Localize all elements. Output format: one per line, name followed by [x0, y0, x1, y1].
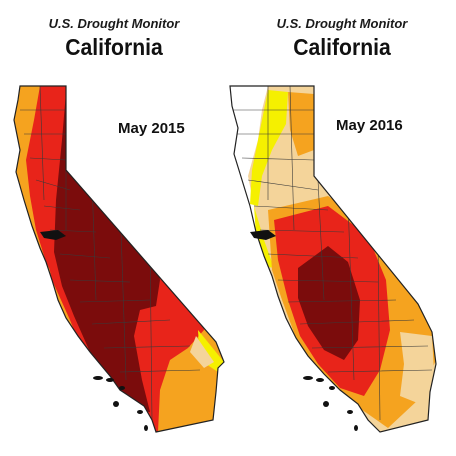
moderate-drought-area: [190, 336, 214, 368]
county-lines: [232, 86, 433, 421]
map-panel-2016: U.S. Drought Monitor California: [228, 0, 456, 456]
california-drought-map-2016: [229, 85, 437, 433]
map-title: California: [65, 34, 163, 60]
map-title: California: [293, 34, 391, 60]
state-outline: [229, 85, 437, 433]
map-subtitle: U.S. Drought Monitor: [48, 16, 180, 31]
abnormally-dry-area: [250, 90, 288, 206]
map-date: May 2016: [336, 117, 403, 134]
california-drought-map-2015: [13, 85, 225, 433]
state-outline: [13, 85, 225, 433]
map-date: May 2015: [118, 120, 185, 137]
bay-area-water: [40, 230, 66, 240]
bay-area-water: [250, 230, 276, 240]
moderate-drought-area: [400, 332, 434, 404]
severe-drought-area: [288, 92, 314, 156]
map-panel-2015: U.S. Drought Monitor California: [13, 16, 225, 433]
channel-islands: [303, 376, 358, 431]
exceptional-drought-area: [298, 246, 360, 360]
channel-islands: [93, 376, 148, 431]
map-subtitle: U.S. Drought Monitor: [276, 16, 408, 31]
